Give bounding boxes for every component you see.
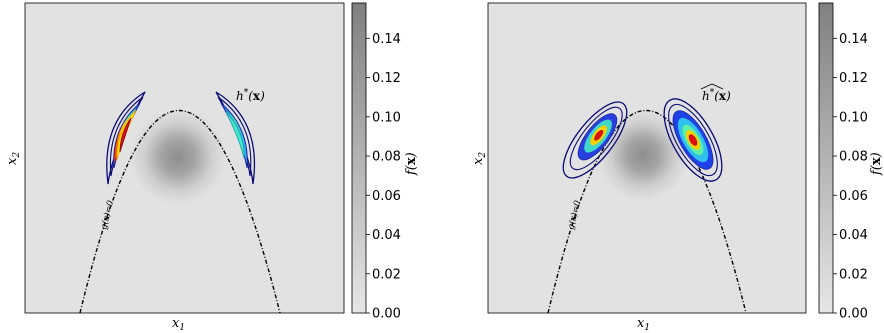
right-constraint-curve <box>547 110 747 314</box>
right-colorbar-tick-label: 0.06 <box>839 189 868 204</box>
right-colorbar-tick-label: 0.00 <box>839 307 868 322</box>
left-density-right <box>215 91 256 185</box>
right-colorbar-tick-label: 0.04 <box>839 228 868 243</box>
right-xlabel: x1 <box>637 316 650 333</box>
right-density-hat <box>700 83 724 90</box>
left-ylabel: x2 <box>5 152 22 165</box>
right-colorbar-tick-label: 0.02 <box>839 267 868 282</box>
right-colorbar-tick-label: 0.10 <box>839 110 868 125</box>
left-colorbar-tick-label: 0.04 <box>372 228 401 243</box>
right-density-label: h*(x) <box>702 88 731 103</box>
right-colorbar: 0.00 0.02 0.04 0.06 0.08 0.10 0.12 0.14 f(x) <box>818 2 884 322</box>
right-colorbar-tick-label: 0.12 <box>839 71 868 86</box>
right-colorbar-bar <box>818 2 834 314</box>
left-colorbar-bar <box>351 2 367 314</box>
left-colorbar-tick-label: 0.10 <box>372 110 401 125</box>
right-colorbar-tick-label: 0.14 <box>839 32 868 47</box>
left-gaussian-blob <box>130 109 226 205</box>
right-density-right <box>663 98 723 182</box>
right-gaussian-blob <box>597 109 689 201</box>
left-colorbar-tick-label: 0.02 <box>372 267 401 282</box>
left-colorbar: 0.00 0.02 0.04 0.06 0.08 0.10 0.12 0.14 f(x) <box>351 2 419 322</box>
right-colorbar-tick-label: 0.08 <box>839 150 868 165</box>
left-panel: h*(x) g(x)=0 x1 x2 <box>5 2 345 333</box>
left-colorbar-tick-label: 0.06 <box>372 189 401 204</box>
right-ylabel: x2 <box>471 152 488 165</box>
left-density-label: h*(x) <box>236 88 265 103</box>
left-colorbar-tick-label: 0.00 <box>372 307 401 322</box>
left-colorbar-tick-label: 0.08 <box>372 150 401 165</box>
left-colorbar-tick-label: 0.14 <box>372 32 401 47</box>
right-panel: h*(x) g(x)=0 x1 x2 <box>471 2 807 333</box>
left-colorbar-label: f(x) <box>404 152 419 176</box>
left-density-left <box>106 91 146 185</box>
left-xlabel: x1 <box>172 316 185 333</box>
right-density-left <box>562 101 628 179</box>
left-colorbar-tick-label: 0.12 <box>372 71 401 86</box>
right-colorbar-label: f(x) <box>869 152 884 176</box>
left-constraint-curve <box>79 110 281 314</box>
